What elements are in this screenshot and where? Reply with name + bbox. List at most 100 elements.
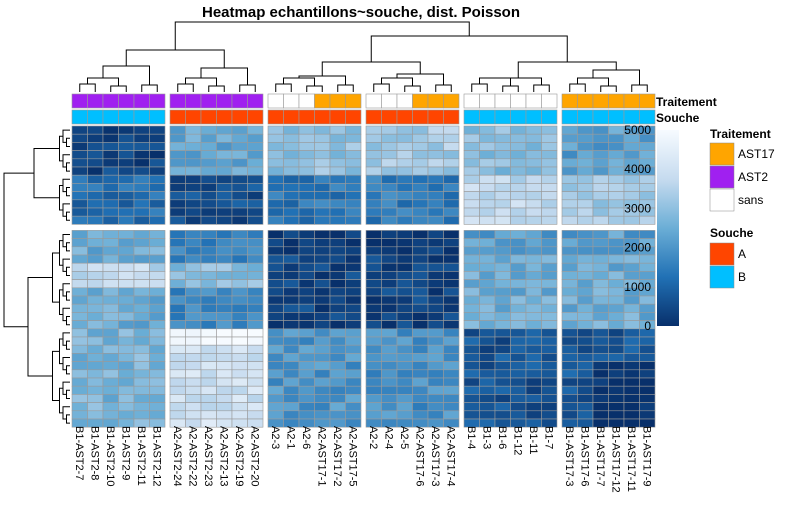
heatmap-cell [185,191,202,201]
heatmap-cell [463,133,480,143]
annotation-cell-souche [149,109,166,125]
dendrogram-branch [502,85,519,92]
heatmap-cell [561,353,578,362]
heatmap-cell [463,328,480,338]
heatmap-cell [185,377,202,387]
heatmap-cell [283,142,300,151]
heatmap-cell [381,385,398,395]
heatmap-cell [216,394,233,403]
heatmap-cell [87,199,104,209]
heatmap-cell [298,410,315,420]
heatmap-cell [463,394,480,403]
heatmap-cell [149,207,166,217]
heatmap-cell [592,191,609,201]
heatmap-cell [267,254,284,264]
heatmap-cell [231,166,248,176]
heatmap-cell [463,174,480,184]
heatmap-cell [592,377,609,387]
legend: Traitement AST17 AST2 sans Souche A B [709,127,775,289]
heatmap-cell [329,328,346,338]
heatmap-cell [149,303,166,313]
legend-title-traitement: Traitement [710,127,771,141]
heatmap-cell [510,394,527,403]
heatmap-cell [231,410,248,420]
heatmap-cell [592,262,609,272]
heatmap-cell [314,215,331,225]
heatmap-cell [283,320,300,330]
heatmap-cell [200,174,217,184]
colorbar: 0 1000 2000 3000 4000 5000 [624,123,679,333]
heatmap-cell [267,410,284,420]
heatmap-cell [412,377,429,387]
heatmap-cell [87,158,104,168]
heatmap-cell [463,336,480,346]
column-label: A2-6 [300,426,312,449]
heatmap-cell [396,262,413,272]
column-label: A2-AST2-13 [217,426,229,487]
heatmap-cell [412,246,429,256]
heatmap-cell [169,166,186,176]
heatmap-cell [329,377,346,387]
column-label: A2-AST17-5 [346,426,358,487]
heatmap-cell [200,402,217,412]
heatmap-cell [200,207,217,217]
dendrogram-branch [52,350,60,402]
heatmap-cell [185,336,202,346]
heatmap-cell [443,394,460,403]
heatmap-cell [592,238,609,248]
heatmap-cell [185,142,202,151]
heatmap-cell [283,246,300,256]
heatmap-cell [247,279,264,289]
annotation-cell-souche [479,109,496,125]
heatmap-cell [169,207,186,217]
heatmap-cell [118,238,135,248]
heatmap-cell [427,133,444,143]
annotation-cell-souche [494,109,511,125]
heatmap-cell [345,246,362,256]
colorbar-tick-label: 3000 [624,201,651,215]
heatmap-cell [639,262,656,272]
heatmap-cell [102,361,119,371]
annotation-cell-souche [247,109,264,125]
heatmap-cell [71,166,88,176]
heatmap-cell [267,215,284,225]
heatmap-cell [133,295,150,305]
column-label: B1-6 [496,426,508,449]
column-label: B1-AST2-9 [119,426,131,480]
heatmap-cell [443,303,460,313]
heatmap-cell [200,125,217,135]
heatmap-cell [314,410,331,420]
heatmap-cell [443,328,460,338]
heatmap-cell [87,150,104,160]
heatmap-cell [561,328,578,338]
heatmap-cell [102,199,119,209]
heatmap-cell [577,215,594,225]
annotation-cell-traitement [463,93,480,109]
dendrogram-branch [66,187,70,197]
heatmap-cell [608,199,625,209]
heatmap-cell [463,271,480,280]
heatmap-cell [231,303,248,313]
heatmap-cell [314,320,331,330]
heatmap-cell [247,246,264,256]
heatmap-cell [231,230,248,239]
heatmap-cell [345,183,362,192]
heatmap-cell [133,215,150,225]
heatmap-cell [345,230,362,239]
heatmap-cell [118,287,135,297]
heatmap-cell [216,344,233,354]
dendrogram-branch [66,340,70,350]
heatmap-cell [118,246,135,256]
column-label: A2-4 [382,426,394,449]
heatmap-cell [133,312,150,321]
heatmap-cell [510,246,527,256]
heatmap-cell [283,199,300,209]
dendrogram-branch [87,77,119,86]
heatmap-cell [283,295,300,305]
heatmap-cell [494,158,511,168]
heatmap-cell [639,418,656,428]
annotation-cell-souche [118,109,135,125]
heatmap-cell [494,303,511,313]
heatmap-cell [247,385,264,395]
heatmap-cell [494,402,511,412]
